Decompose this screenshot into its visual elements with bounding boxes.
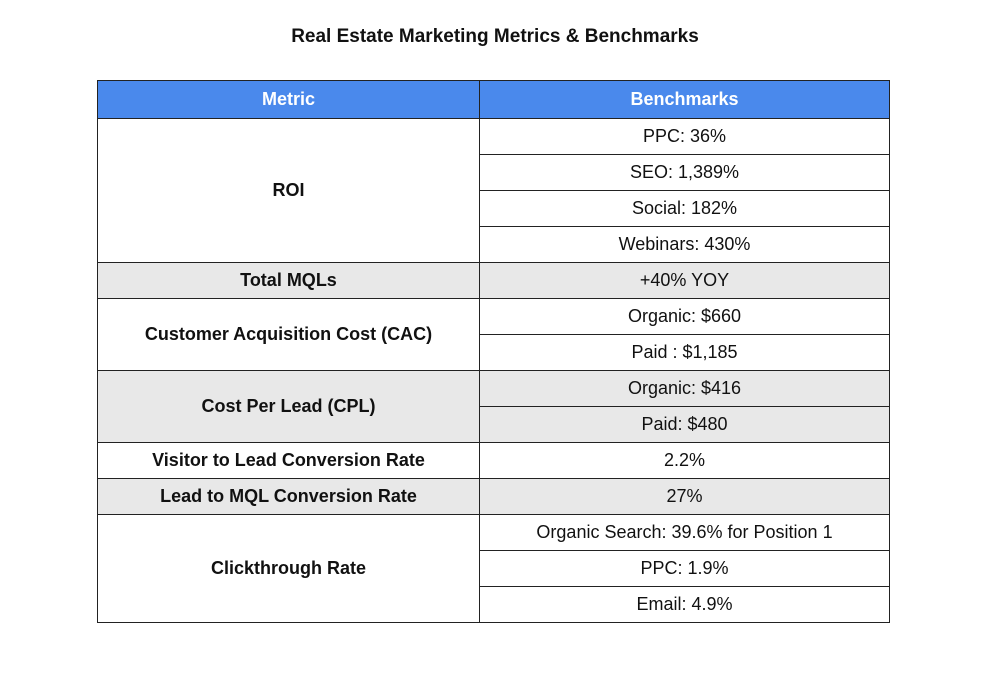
page-title: Real Estate Marketing Metrics & Benchmar… (291, 26, 699, 47)
table-row: Social: 182% (98, 190, 890, 227)
table-row-total-mqls: Total MQLs +40% YOY (97, 262, 890, 299)
header-row: Metric Benchmarks (97, 80, 890, 119)
benchmark-cell: Webinars: 430% (479, 226, 890, 263)
metric-cell-roi: ROI (97, 118, 480, 263)
table-row-visitor-to-lead: Visitor to Lead Conversion Rate 2.2% (97, 442, 890, 479)
metrics-table: Metric Benchmarks ROI PPC: 36% SEO: 1,38… (97, 80, 890, 623)
table-row: PPC: 1.9% (98, 550, 890, 587)
table-row-lead-to-mql: Lead to MQL Conversion Rate 27% (97, 478, 890, 515)
benchmark-cell: SEO: 1,389% (479, 154, 890, 191)
metric-column-header: Metric (97, 80, 480, 119)
table-row-cpl: Cost Per Lead (CPL) Organic: $416 (97, 370, 890, 443)
metric-cell-clickthrough: Clickthrough Rate (97, 514, 480, 623)
table-row-clickthrough: Clickthrough Rate Organic Search: 39.6% … (97, 514, 890, 623)
benchmark-cell: Organic: $416 (479, 370, 890, 407)
table-row: Paid : $1,185 (98, 334, 890, 371)
benchmark-cell: 27% (479, 478, 890, 515)
metric-cell-visitor-to-lead: Visitor to Lead Conversion Rate (97, 442, 480, 479)
metric-cell-cpl: Cost Per Lead (CPL) (97, 370, 480, 443)
benchmark-cell: PPC: 36% (479, 118, 890, 155)
table-row: Paid: $480 (98, 406, 890, 443)
benchmark-cell: Organic: $660 (479, 298, 890, 335)
benchmarks-column-header: Benchmarks (479, 80, 890, 119)
benchmark-cell: Organic Search: 39.6% for Position 1 (479, 514, 890, 551)
table-row: Email: 4.9% (98, 586, 890, 623)
metric-cell-total-mqls: Total MQLs (97, 262, 480, 299)
metric-cell-lead-to-mql: Lead to MQL Conversion Rate (97, 478, 480, 515)
benchmark-cell: Paid: $480 (479, 406, 890, 443)
benchmark-cell: PPC: 1.9% (479, 550, 890, 587)
benchmark-cell: Paid : $1,185 (479, 334, 890, 371)
benchmark-cell: 2.2% (479, 442, 890, 479)
table-row-cac: Customer Acquisition Cost (CAC) Organic:… (97, 298, 890, 371)
benchmark-cell: Email: 4.9% (479, 586, 890, 623)
metric-cell-cac: Customer Acquisition Cost (CAC) (97, 298, 480, 371)
table-row: SEO: 1,389% (98, 154, 890, 191)
benchmark-cell: Social: 182% (479, 190, 890, 227)
table-row-roi: ROI PPC: 36% (97, 118, 890, 263)
benchmark-cell: +40% YOY (479, 262, 890, 299)
